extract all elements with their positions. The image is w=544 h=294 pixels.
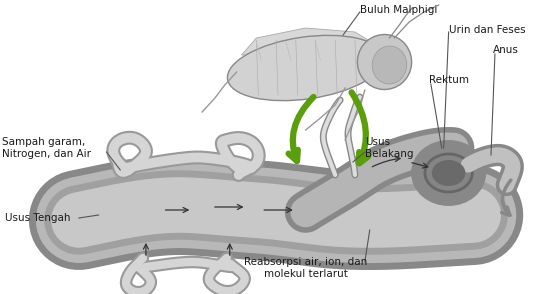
Text: Sampah garam,
Nitrogen, dan Air: Sampah garam, Nitrogen, dan Air <box>2 137 91 159</box>
Text: Urin dan Feses: Urin dan Feses <box>449 25 525 35</box>
Text: Buluh Malphigi: Buluh Malphigi <box>360 5 437 15</box>
Text: Usus
Belakang: Usus Belakang <box>365 137 413 159</box>
Ellipse shape <box>418 147 479 199</box>
Ellipse shape <box>425 154 472 192</box>
Ellipse shape <box>432 160 465 186</box>
Ellipse shape <box>372 46 407 84</box>
Text: Rektum: Rektum <box>429 75 469 85</box>
Text: Reabsorpsi air, ion, dan
molekul terlarut: Reabsorpsi air, ion, dan molekul terlaru… <box>244 257 367 279</box>
Ellipse shape <box>227 35 384 101</box>
Polygon shape <box>242 28 385 62</box>
Ellipse shape <box>357 34 412 89</box>
Text: Anus: Anus <box>493 45 519 55</box>
Text: Usus Tengah: Usus Tengah <box>5 213 70 223</box>
